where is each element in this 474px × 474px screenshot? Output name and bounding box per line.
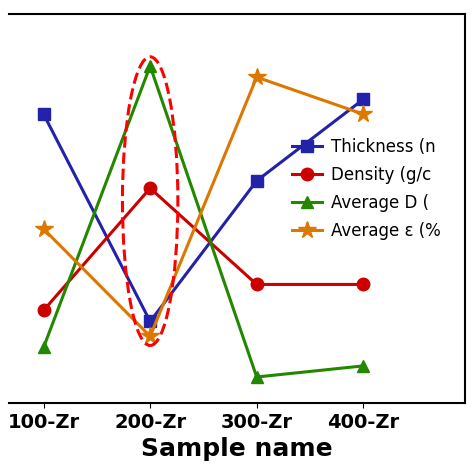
Thickness (n [147, 319, 153, 324]
Line: Average D (: Average D ( [37, 60, 370, 383]
Thickness (n [41, 111, 46, 117]
Average ε (% [360, 111, 366, 117]
X-axis label: Sample name: Sample name [141, 437, 333, 461]
Average ε (% [254, 74, 260, 80]
Average ε (% [147, 333, 153, 339]
Density (g/c [360, 282, 366, 287]
Average D ( [254, 374, 260, 380]
Thickness (n [254, 178, 260, 183]
Average ε (% [41, 226, 46, 232]
Density (g/c [254, 282, 260, 287]
Density (g/c [147, 185, 153, 191]
Density (g/c [41, 308, 46, 313]
Average D ( [147, 63, 153, 69]
Thickness (n [360, 97, 366, 102]
Legend: Thickness (n, Density (g/c, Average D (, Average ε (%: Thickness (n, Density (g/c, Average D (,… [286, 131, 447, 247]
Average D ( [41, 345, 46, 350]
Line: Density (g/c: Density (g/c [37, 182, 370, 317]
Average D ( [360, 363, 366, 369]
Line: Thickness (n: Thickness (n [37, 93, 370, 328]
Line: Average ε (%: Average ε (% [35, 68, 372, 345]
